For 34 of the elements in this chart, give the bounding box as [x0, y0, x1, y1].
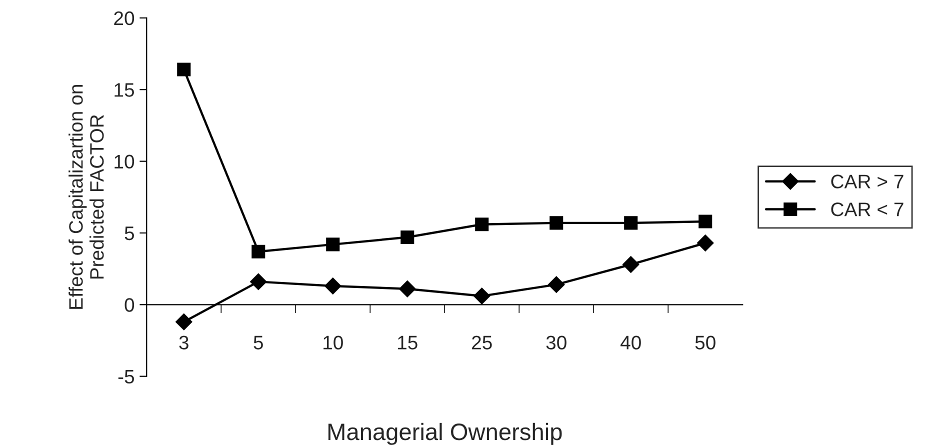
point: [250, 273, 267, 290]
y-tick-label: -5: [118, 370, 134, 384]
point: [548, 276, 565, 293]
point: [177, 62, 191, 76]
y-axis-title: Effect of Capitalizartion on Predicted FACTOR: [68, 85, 104, 309]
x-axis-title: Managerial Ownership: [328, 422, 562, 445]
x-tick-label: 50: [695, 336, 716, 350]
x-tick-label: 10: [324, 336, 343, 350]
point: [176, 313, 192, 330]
x-tick-label: 40: [620, 336, 641, 350]
point: [624, 216, 638, 230]
point: [696, 234, 714, 252]
point: [475, 218, 489, 232]
y-tick-label: 20: [114, 11, 134, 26]
x-tick-label: 30: [546, 336, 566, 350]
legend-label: CAR < 7: [831, 202, 904, 216]
legend-label: CAR > 7: [831, 174, 904, 188]
x-tick-label: 3: [179, 336, 188, 350]
y-tick-label: 0: [124, 298, 134, 312]
point: [324, 278, 342, 294]
point: [398, 280, 416, 298]
point: [252, 244, 266, 258]
y-tick-label: 10: [114, 154, 134, 169]
x-tick-label: 5: [254, 336, 263, 350]
x-tick-label: 15: [398, 336, 418, 350]
point: [550, 216, 564, 230]
x-tick-label: 25: [472, 336, 492, 350]
point: [326, 238, 340, 252]
point: [698, 214, 712, 228]
y-tick-label: 15: [114, 83, 134, 97]
y-tick-label: 5: [124, 226, 134, 240]
point: [400, 230, 414, 244]
point: [622, 256, 640, 273]
point: [473, 288, 490, 304]
